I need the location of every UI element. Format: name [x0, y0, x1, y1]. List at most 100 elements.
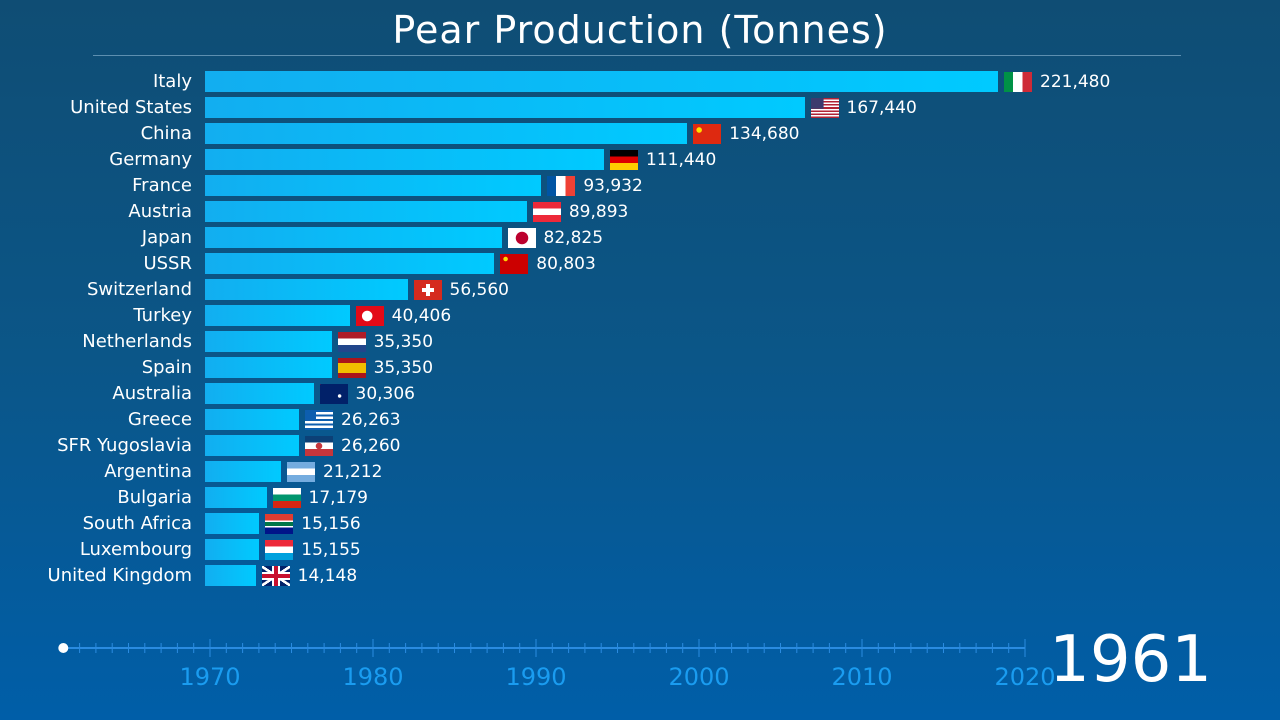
- switzerland-flag-icon: [413, 280, 442, 300]
- bar: [205, 253, 495, 274]
- timeline-tick-label: 1980: [342, 663, 403, 691]
- value-label: 56,560: [449, 280, 509, 300]
- country-label: China: [140, 123, 192, 144]
- bar-row: France 93,932: [0, 173, 1280, 199]
- timeline-tick-label: 2020: [994, 663, 1055, 691]
- greece-flag-icon: [305, 410, 334, 430]
- italy-flag-icon: [1004, 72, 1032, 92]
- australia-flag-icon: [319, 384, 348, 404]
- country-label: SFR Yugoslavia: [57, 435, 192, 456]
- bar: [205, 513, 260, 534]
- france-flag-icon: [547, 176, 576, 196]
- value-label: 167,440: [846, 98, 917, 118]
- bar-row: Switzerland 56,560: [0, 277, 1280, 303]
- value-label: 26,263: [341, 410, 401, 430]
- current-year: 1961: [1049, 623, 1212, 697]
- bar: [205, 357, 332, 378]
- country-label: Greece: [127, 409, 192, 430]
- bar: [205, 97, 805, 118]
- country-label: France: [132, 175, 192, 196]
- country-label: United States: [70, 97, 192, 118]
- bar: [205, 565, 256, 586]
- bar-row: SFR Yugoslavia 26,260: [0, 433, 1280, 459]
- bar: [205, 435, 300, 456]
- value-label: 111,440: [646, 150, 717, 170]
- bar: [205, 487, 267, 508]
- bar-row: Bulgaria 17,179: [0, 485, 1280, 511]
- bar-row: Australia 30,306: [0, 381, 1280, 407]
- bar: [205, 201, 527, 222]
- title-divider: [93, 55, 1181, 56]
- bar-row: South Africa 15,156: [0, 511, 1280, 537]
- japan-flag-icon: [507, 228, 536, 248]
- timeline[interactable]: 1970 1980 1990 2000 2010 2020: [0, 620, 1280, 720]
- value-label: 14,148: [297, 566, 358, 586]
- turkey-flag-icon: [355, 306, 384, 326]
- bar-row: Spain 35,350: [0, 355, 1280, 381]
- bar-row: Turkey 40,406: [0, 303, 1280, 329]
- bar: [205, 123, 688, 144]
- bar: [205, 149, 604, 170]
- country-label: Australia: [112, 383, 192, 404]
- uk-flag-icon: [261, 566, 290, 586]
- bar-row: Japan 82,825: [0, 225, 1280, 251]
- country-label: Luxembourg: [79, 539, 192, 560]
- country-label: Italy: [152, 71, 192, 92]
- south-africa-flag-icon: [265, 514, 294, 534]
- country-label: United Kingdom: [47, 565, 192, 586]
- country-label: South Africa: [82, 513, 192, 534]
- bar-row: Argentina 21,212: [0, 459, 1280, 485]
- yugoslavia-flag-icon: [305, 436, 334, 456]
- usa-flag-icon: [810, 98, 839, 118]
- bar-row: Greece 26,263: [0, 407, 1280, 433]
- ussr-flag-icon: [500, 254, 529, 274]
- country-label: Netherlands: [82, 331, 192, 352]
- china-flag-icon: [693, 124, 722, 144]
- country-label: USSR: [143, 253, 192, 274]
- bar-row: Italy 221,480: [0, 69, 1280, 95]
- bar: [205, 461, 281, 482]
- bar: [205, 227, 502, 248]
- value-label: 89,893: [568, 202, 629, 222]
- chart-title: Pear Production (Tonnes): [392, 8, 888, 52]
- bar: [205, 383, 314, 404]
- bar: [205, 71, 998, 92]
- value-label: 221,480: [1040, 72, 1111, 92]
- bar: [205, 331, 332, 352]
- luxembourg-flag-icon: [265, 540, 294, 560]
- bar: [205, 409, 300, 430]
- country-label: Germany: [109, 149, 192, 170]
- bar-row: USSR 80,803: [0, 251, 1280, 277]
- country-label: Argentina: [104, 461, 192, 482]
- bulgaria-flag-icon: [272, 488, 301, 508]
- value-label: 26,260: [341, 436, 401, 456]
- value-label: 82,825: [543, 228, 604, 248]
- bar: [205, 175, 542, 196]
- bar: [205, 279, 408, 300]
- timeline-tick-label: 2010: [831, 663, 892, 691]
- bar-row: Germany 111,440: [0, 147, 1280, 173]
- country-label: Turkey: [133, 305, 192, 326]
- bar: [205, 305, 350, 326]
- bar-row: Luxembourg 15,155: [0, 537, 1280, 563]
- value-label: 80,803: [536, 254, 596, 274]
- country-label: Japan: [141, 227, 192, 248]
- bar-row: United States 167,440: [0, 95, 1280, 121]
- value-label: 40,406: [391, 306, 452, 326]
- value-label: 30,306: [355, 384, 415, 404]
- value-label: 15,156: [301, 514, 361, 534]
- country-label: Bulgaria: [117, 487, 192, 508]
- timeline-tick-label: 2000: [668, 663, 729, 691]
- value-label: 35,350: [373, 332, 434, 352]
- argentina-flag-icon: [286, 462, 315, 482]
- spain-flag-icon: [337, 358, 366, 378]
- bar-row: Austria 89,893: [0, 199, 1280, 225]
- country-label: Austria: [128, 201, 192, 222]
- timeline-handle[interactable]: [58, 643, 69, 653]
- bar-row: China 134,680: [0, 121, 1280, 147]
- value-label: 134,680: [729, 124, 800, 144]
- value-label: 15,155: [301, 540, 361, 560]
- value-label: 93,932: [583, 176, 643, 196]
- germany-flag-icon: [610, 150, 638, 170]
- value-label: 21,212: [322, 462, 383, 482]
